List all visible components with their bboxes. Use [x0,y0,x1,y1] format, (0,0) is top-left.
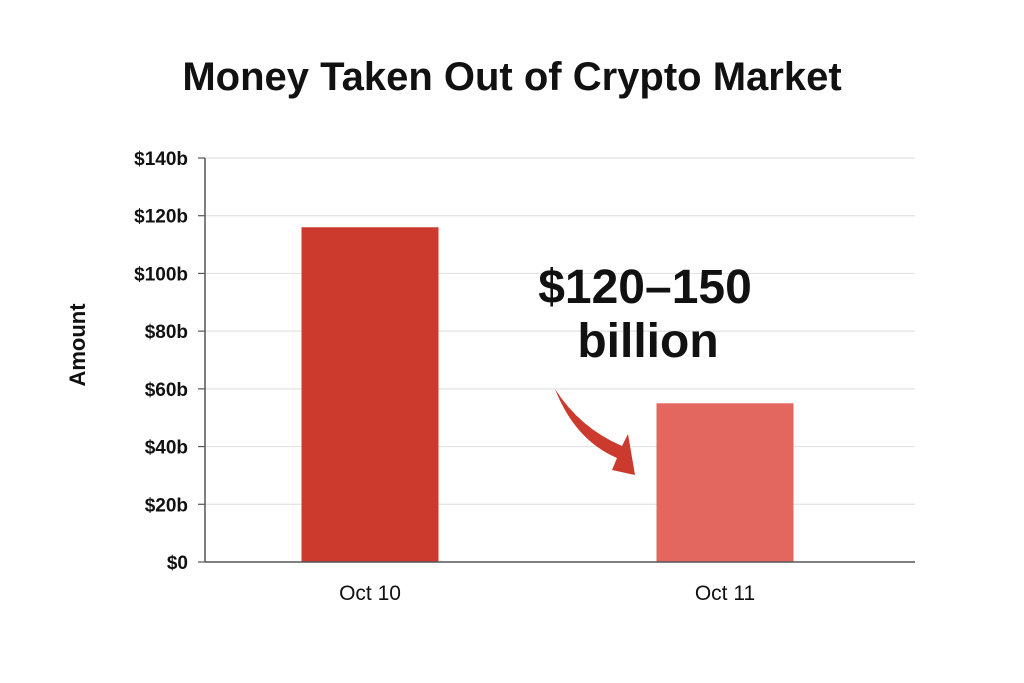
y-tick-label: $60b [145,380,188,401]
bar-oct-11 [656,403,794,562]
y-tick-label: $20b [145,495,188,516]
y-tick-label: $100b [134,264,188,285]
x-tick-label: Oct 11 [695,582,755,605]
y-axis-label: Amount [65,303,90,387]
x-axis-ticks: Oct 10 Oct 11 [339,582,755,605]
y-tick-label: $120b [134,207,188,228]
bar-oct-10 [301,227,439,562]
bars [301,227,794,562]
y-tick-label: $40b [145,438,188,459]
x-tick-label: Oct 10 [339,582,401,605]
y-axis-ticks: $0 $20b $40b $60b $80b $100b $120b $140b [134,149,205,574]
y-tick-label: $80b [145,322,188,343]
chart-title: Money Taken Out of Crypto Market [182,55,841,99]
annotation-line1: $120–150 [538,261,752,314]
arrow-annotation [555,389,635,475]
annotation-line2: billion [577,315,718,368]
y-tick-label: $0 [167,553,188,574]
y-tick-label: $140b [134,149,188,170]
